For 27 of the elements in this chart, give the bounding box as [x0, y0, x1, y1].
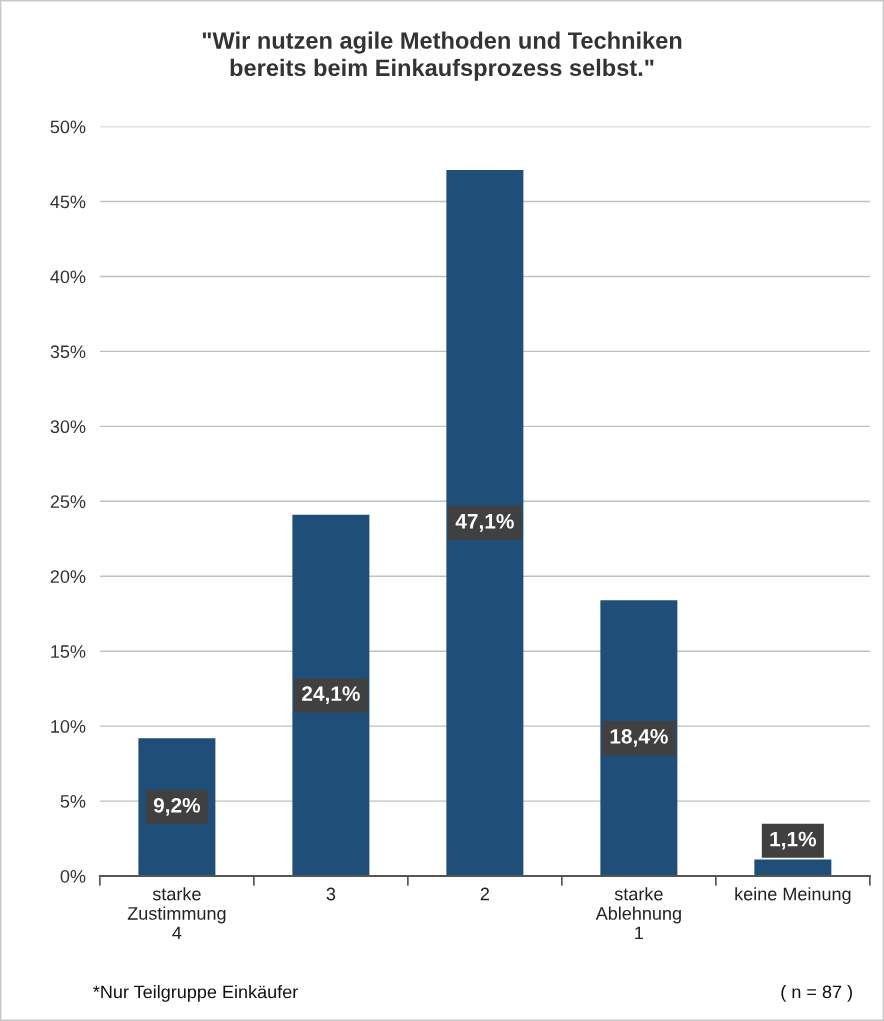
y-tick-label: 45% [50, 195, 86, 209]
x-tick-label: keine Meinung [735, 887, 851, 904]
bar [292, 514, 370, 877]
y-tick-label: 5% [60, 795, 86, 808]
data-label: 24,1% [302, 686, 360, 705]
text: *Nur Teilgruppe Einkäufer [93, 985, 298, 1002]
y-tick-label: 25% [50, 495, 86, 509]
data-label: 1,1% [770, 831, 817, 850]
y-tick-label: 40% [50, 270, 86, 284]
y-tick-label: 50% [50, 120, 86, 134]
x-tick-label: starke Zustimmung 4 [127, 887, 226, 940]
y-tick-label: 0% [60, 869, 86, 883]
text: ( n = 87 ) [781, 985, 852, 1002]
data-label: 9,2% [153, 797, 201, 816]
bar [446, 170, 524, 877]
x-tick-label: 3 [326, 887, 336, 901]
y-tick-label: 20% [50, 570, 86, 583]
y-tick-label: 35% [50, 345, 86, 359]
y-tick-label: 10% [51, 720, 86, 733]
bar [600, 600, 678, 877]
chart-title: "Wir nutzen agile Methoden und Techniken bereits beim Einkaufsprozess selbst." [202, 31, 682, 81]
x-tick-label: 2 [480, 887, 489, 901]
y-tick-label: 15% [51, 645, 86, 658]
x-tick-label: starke Ablehnung 1 [595, 887, 681, 940]
data-label: 18,4% [610, 728, 668, 747]
y-tick-label: 30% [50, 420, 86, 434]
data-label: 47,1% [455, 513, 514, 532]
